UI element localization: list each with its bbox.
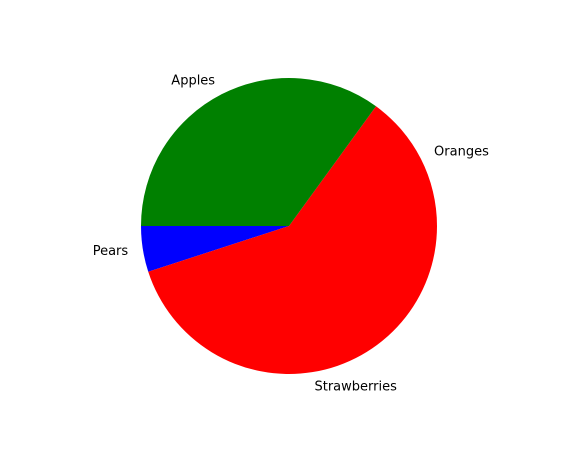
- pie-slice-apples: [141, 78, 376, 226]
- pie-label-strawberries: Strawberries: [314, 379, 397, 394]
- pie-label-oranges: Oranges: [434, 145, 489, 160]
- pie-slice-strawberries: [148, 226, 438, 375]
- pie-slice-oranges: [289, 106, 437, 226]
- pie-slices: [141, 78, 438, 375]
- pie-label-apples: Apples: [171, 73, 215, 88]
- pie-slice-pears: [141, 226, 289, 272]
- pie-labels: Oranges Apples Pears Strawberries: [93, 73, 489, 394]
- pie-label-pears: Pears: [93, 244, 129, 259]
